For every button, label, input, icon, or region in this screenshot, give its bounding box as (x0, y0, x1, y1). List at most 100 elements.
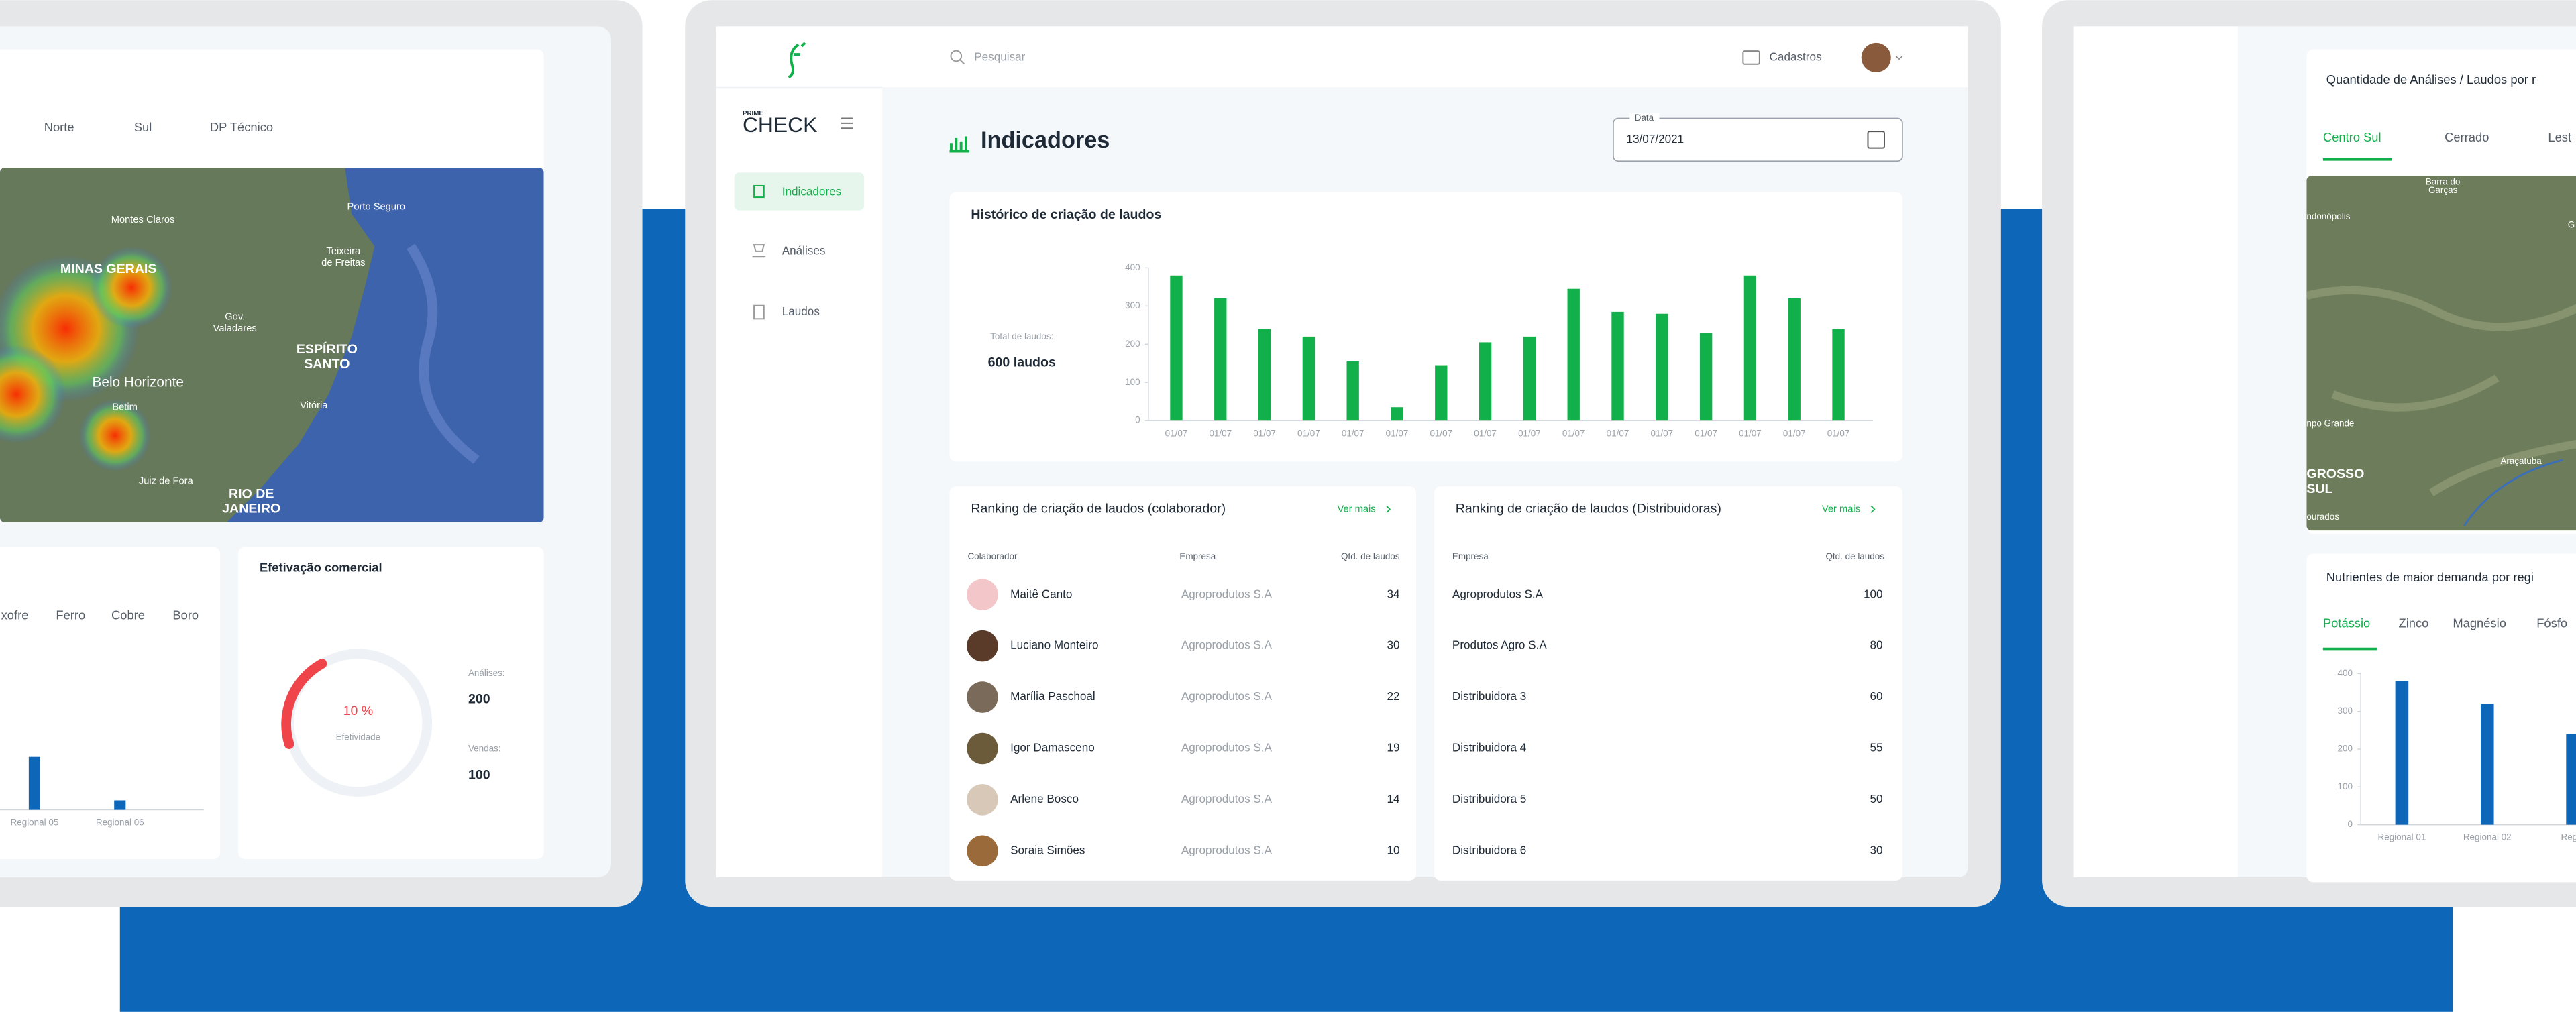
bar (2566, 734, 2576, 825)
map (2306, 176, 2576, 531)
report-count: 22 (1387, 689, 1399, 703)
y-tick-label: 200 (1125, 339, 1140, 349)
x-tick-label: 01/07 (1739, 428, 1762, 438)
heat-spot (0, 345, 66, 444)
effectiveness-label: Efetividade (336, 732, 381, 742)
map-label: Teixeira (327, 246, 361, 257)
field-label: Data (1635, 113, 1654, 123)
map-label: Betim (112, 402, 138, 412)
title-icon (949, 136, 969, 153)
avatar[interactable] (1861, 42, 1891, 72)
report-count: 100 (1864, 587, 1883, 600)
stat-label: Vendas: (468, 744, 501, 754)
x-tick-label: 01/07 (1650, 428, 1673, 438)
x-tick-label: Regional 02 (2463, 832, 2512, 842)
company-name: Agroprodutos S.A (1181, 741, 1273, 754)
x-tick-label: 01/07 (1695, 428, 1717, 438)
column-header: Empresa (1452, 551, 1489, 561)
search-icon (950, 50, 963, 62)
map-label: ourados (2306, 512, 2339, 522)
tab[interactable]: Centro Sul (2323, 130, 2381, 144)
tab[interactable]: Ferro (56, 608, 85, 622)
chevron[interactable] (1895, 55, 1903, 60)
x-tick-label: Regio (2561, 832, 2576, 842)
date-field[interactable] (1613, 117, 1903, 162)
avatar (967, 835, 998, 867)
nav-item[interactable]: Laudos (782, 304, 820, 318)
heat-spot (78, 399, 152, 472)
tab[interactable]: xofre (1, 608, 29, 622)
bar (28, 756, 40, 810)
company-name: Agroprodutos S.A (1181, 792, 1273, 805)
sidebar (2073, 26, 2238, 877)
tab[interactable]: Boro (172, 608, 199, 622)
card-title: Quantidade de Análises / Laudos por r (2326, 72, 2536, 87)
collaborator-name: Soraia Simões (1010, 843, 1085, 856)
map-label: Vitória (300, 400, 328, 411)
bar (114, 800, 126, 810)
registry-icon[interactable] (1742, 50, 1760, 65)
report-count: 34 (1387, 587, 1400, 600)
bar (2480, 704, 2494, 825)
see-more-link[interactable]: Ver mais (1337, 504, 1375, 514)
tab[interactable]: DP Técnico (210, 120, 273, 134)
report-count: 19 (1387, 741, 1399, 754)
report-count: 55 (1870, 741, 1882, 754)
tab[interactable]: Cobre (111, 608, 145, 622)
x-tick-label: 01/07 (1342, 428, 1364, 438)
calendar-icon[interactable] (1867, 131, 1885, 149)
chevron[interactable] (1386, 505, 1391, 513)
search-input[interactable]: Pesquisar (974, 50, 1025, 63)
tab[interactable]: Norte (44, 120, 74, 134)
distributor-name: Produtos Agro S.A (1452, 638, 1547, 652)
report-count: 50 (1870, 792, 1882, 805)
see-more-link[interactable]: Ver mais (1822, 504, 1860, 514)
x-tick-label: 01/07 (1607, 428, 1629, 438)
registry-link[interactable]: Cadastros (1770, 50, 1822, 63)
map-label: Araçatuba (2500, 456, 2542, 466)
chevron[interactable] (1870, 505, 1876, 513)
nav-item[interactable]: Análises (782, 243, 826, 257)
tab[interactable]: Potássio (2323, 616, 2370, 630)
card (0, 547, 221, 860)
total-label: Total de laudos: (990, 331, 1053, 341)
tab[interactable]: Fósfo (2536, 616, 2567, 630)
tab[interactable]: Lest (2548, 130, 2571, 144)
map-label: GROSSO (2306, 467, 2364, 482)
company-name: Agroprodutos S.A (1181, 587, 1273, 600)
x-tick-label: 01/07 (1827, 428, 1850, 438)
tab[interactable]: Sul (134, 120, 152, 134)
nav-icon (752, 244, 766, 258)
map-label: de Freitas (321, 258, 365, 268)
tab[interactable]: Cerrado (2445, 130, 2489, 144)
x-tick-label: 01/07 (1518, 428, 1541, 438)
bar (1656, 313, 1668, 421)
avatar (967, 579, 998, 611)
report-count: 10 (1387, 843, 1399, 856)
y-tick-label: 100 (2337, 781, 2352, 791)
report-count: 30 (1387, 638, 1399, 652)
card-title: Efetivação comercial (260, 560, 382, 574)
map-label: Garças (2428, 185, 2458, 195)
tab[interactable]: Magnésio (2453, 616, 2506, 630)
menu-icon[interactable] (841, 117, 853, 129)
card-title: Ranking de criação de laudos (colaborado… (971, 502, 1226, 516)
x-tick-label: 01/07 (1297, 428, 1320, 438)
card-title: Nutrientes de maior demanda por regi (2326, 570, 2534, 584)
collaborator-name: Maitê Canto (1010, 587, 1072, 600)
collaborator-name: Igor Damasceno (1010, 741, 1095, 754)
brand: CHECK (743, 113, 817, 137)
y-tick-label: 100 (1125, 377, 1140, 387)
card (949, 486, 1417, 881)
map-label: Montes Claros (111, 215, 175, 225)
avatar (967, 732, 998, 765)
report-count: 60 (1870, 689, 1882, 703)
field-value[interactable]: 13/07/2021 (1626, 132, 1684, 146)
nav-item[interactable]: Indicadores (782, 184, 842, 198)
tab[interactable]: Zinco (2399, 616, 2429, 630)
distributor-name: Agroprodutos S.A (1452, 587, 1544, 600)
collaborator-name: Marília Paschoal (1010, 689, 1095, 703)
x-tick-label: Regional 06 (96, 818, 144, 828)
